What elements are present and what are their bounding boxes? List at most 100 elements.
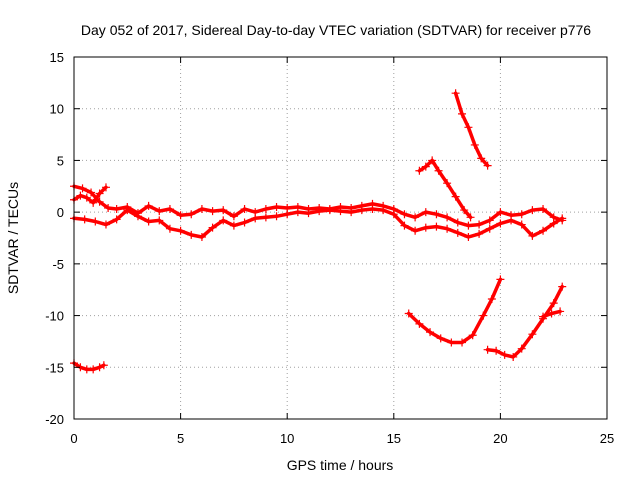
data-point: [261, 213, 270, 222]
data-point: [76, 191, 85, 200]
data-point: [272, 212, 281, 221]
data-point: [421, 208, 430, 217]
series-track-low-mid: [404, 275, 505, 347]
data-point: [229, 221, 238, 230]
series-line: [72, 184, 564, 228]
data-point: [421, 223, 430, 232]
data-point: [517, 210, 526, 219]
data-point: [443, 224, 452, 233]
x-tick-label: 5: [177, 431, 184, 446]
data-point: [251, 214, 260, 223]
data-point: [95, 197, 104, 206]
data-point: [492, 346, 501, 355]
data-point: [379, 206, 388, 215]
data-point: [176, 211, 185, 220]
data-point: [133, 212, 142, 221]
data-point: [432, 222, 441, 231]
series-track-low-right-a: [483, 282, 567, 361]
data-point: [272, 202, 281, 211]
data-point: [558, 282, 567, 291]
y-tick-label: -20: [45, 412, 64, 427]
data-point: [240, 218, 249, 227]
data-point: [411, 226, 420, 235]
y-tick-label: -15: [45, 360, 64, 375]
data-point: [101, 220, 110, 229]
data-point: [468, 331, 477, 340]
series-line: [72, 185, 108, 205]
data-point: [91, 217, 100, 226]
data-point: [101, 183, 110, 192]
data-point: [487, 295, 496, 304]
data-point: [432, 210, 441, 219]
series-track-mid-upper: [415, 156, 475, 222]
x-tick-label: 15: [387, 431, 401, 446]
y-tick-label: -5: [52, 257, 64, 272]
data-point: [496, 219, 505, 228]
data-point: [451, 192, 460, 201]
data-point: [400, 221, 409, 230]
series-track-main-lower: [70, 205, 567, 241]
series-track-early-upper: [70, 183, 110, 207]
data-point: [485, 216, 494, 225]
data-point: [447, 338, 456, 347]
data-point: [415, 166, 424, 175]
data-point: [95, 189, 104, 198]
data-point: [464, 123, 473, 132]
x-axis: 0 5 10 15 20 25: [70, 57, 614, 446]
data-point: [528, 206, 537, 215]
data-point: [404, 309, 413, 318]
data-point: [539, 205, 548, 214]
data-point: [496, 208, 505, 217]
series-line: [417, 158, 473, 220]
data-point: [197, 205, 206, 214]
data-point: [507, 216, 516, 225]
data-point: [458, 109, 467, 118]
data-point: [89, 198, 98, 207]
data-point: [428, 156, 437, 165]
data-point: [411, 213, 420, 222]
data-point: [229, 212, 238, 221]
data-point: [112, 205, 121, 214]
data-point: [123, 206, 132, 215]
data-point: [539, 312, 548, 321]
series-line: [453, 91, 490, 168]
data-point: [528, 330, 537, 339]
data-point: [485, 224, 494, 233]
y-tick-label: -10: [45, 309, 64, 324]
data-point: [176, 226, 185, 235]
grid: [74, 57, 607, 419]
data-point: [400, 210, 409, 219]
data-point: [549, 219, 558, 228]
data-point: [261, 205, 270, 214]
data-point: [558, 214, 567, 223]
data-point: [539, 226, 548, 235]
data-point: [500, 350, 509, 359]
data-point: [357, 206, 366, 215]
data-point: [426, 328, 435, 337]
data-point: [453, 228, 462, 237]
x-tick-label: 0: [70, 431, 77, 446]
data-point: [89, 365, 98, 374]
data-point: [517, 344, 526, 353]
data-point: [347, 208, 356, 217]
data-point: [155, 216, 164, 225]
data-point: [283, 210, 292, 219]
data-point: [475, 229, 484, 238]
chart-title: Day 052 of 2017, Sidereal Day-to-day VTE…: [81, 22, 591, 38]
data-point: [496, 275, 505, 284]
data-point: [509, 352, 518, 361]
data-point: [443, 179, 452, 188]
data-point: [556, 307, 565, 316]
data-point: [470, 140, 479, 149]
x-axis-label: GPS time / hours: [287, 457, 394, 473]
data-point: [483, 345, 492, 354]
series-track-steep-top: [451, 89, 492, 170]
data-point: [95, 363, 104, 372]
data-point: [155, 207, 164, 216]
data-point: [460, 206, 469, 215]
series-track-low-left: [70, 359, 108, 374]
data-point: [434, 166, 443, 175]
data-point: [549, 299, 558, 308]
plot-border: [73, 56, 608, 420]
